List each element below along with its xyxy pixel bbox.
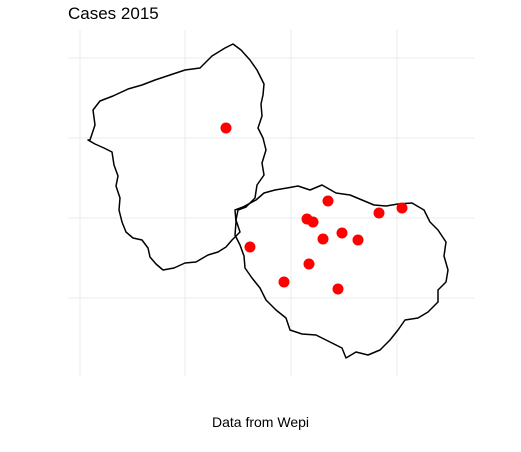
region-outline-west (87, 43, 267, 271)
case-point-9 (336, 227, 348, 239)
map-caption: Data from Wepi (212, 414, 309, 430)
case-point-13 (396, 202, 408, 214)
grid-lines (68, 30, 474, 376)
region-outline-east (234, 184, 449, 359)
case-point-10 (352, 234, 364, 246)
case-point-6 (303, 258, 315, 270)
case-point-7 (317, 233, 329, 245)
case-point-1 (220, 122, 232, 134)
case-point-2 (244, 241, 256, 253)
map-title: Cases 2015 (68, 4, 159, 23)
case-point-3 (278, 276, 290, 288)
case-point-8 (322, 195, 334, 207)
case-point-12 (373, 207, 385, 219)
case-point-5 (307, 216, 319, 228)
case-point-11 (332, 283, 344, 295)
case-points (220, 122, 408, 295)
